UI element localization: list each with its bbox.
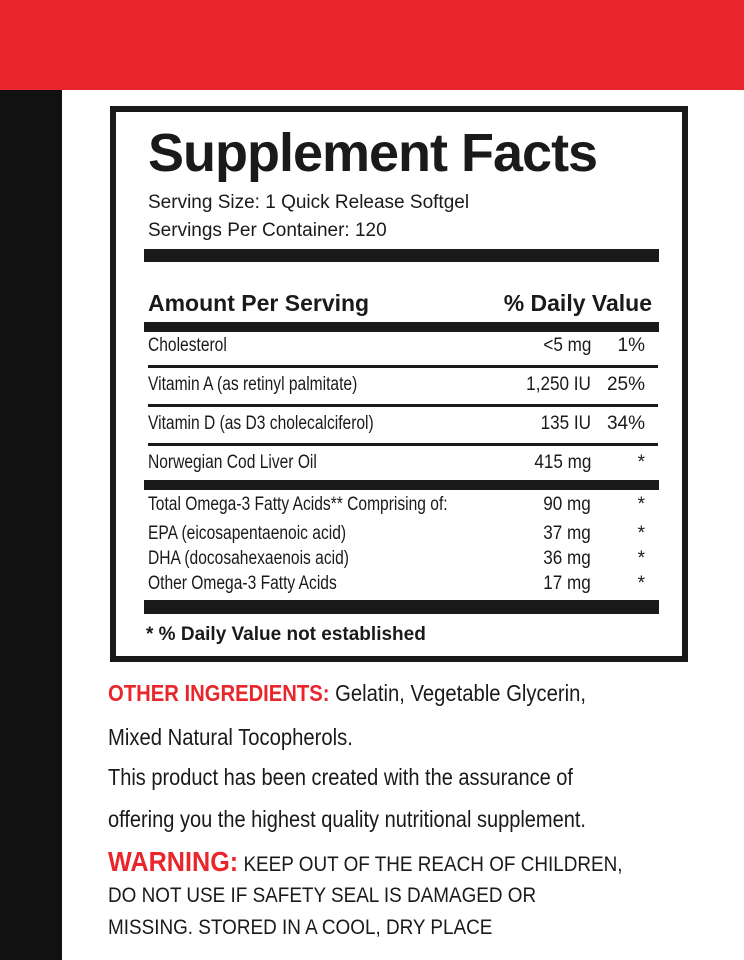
table-row: Vitamin A (as retinyl palmitate) 1,250 IU… xyxy=(148,374,655,398)
assurance-line2: offering you the highest quality nutriti… xyxy=(108,806,586,832)
other-ingredients-label: OTHER INGREDIENTS: xyxy=(108,680,330,706)
row-amount: 17 mg xyxy=(543,573,591,594)
row-dv: * xyxy=(637,452,645,473)
row-name: Vitamin A (as retinyl palmitate) xyxy=(148,374,358,395)
row-dv: * xyxy=(637,494,645,515)
row-dv: * xyxy=(637,523,645,544)
warning-line1: WARNING: KEEP OUT OF THE REACH OF CHILDR… xyxy=(108,846,623,878)
divider-thick xyxy=(144,480,659,490)
row-name: Vitamin D (as D3 cholecalciferol) xyxy=(148,413,374,434)
divider xyxy=(148,365,658,368)
row-name: Other Omega-3 Fatty Acids xyxy=(148,573,337,594)
row-dv: 34% xyxy=(606,413,645,434)
row-dv: * xyxy=(637,573,645,594)
table-row: Vitamin D (as D3 cholecalciferol) 135 IU 3… xyxy=(148,413,655,437)
serving-size: Serving Size: 1 Quick Release Softgel xyxy=(148,192,470,213)
table-row: EPA (eicosapentaenoic acid) 37 mg * xyxy=(148,523,655,547)
warning-line3: MISSING. STORED IN A COOL, DRY PLACE xyxy=(108,916,493,939)
row-name: Total Omega-3 Fatty Acids** Comprising o… xyxy=(148,494,448,515)
warning-line2: DO NOT USE IF SAFETY SEAL IS DAMAGED OR xyxy=(108,884,537,907)
row-dv: 1% xyxy=(617,335,645,356)
top-red-band xyxy=(0,0,744,90)
supplement-facts-panel: Supplement Facts Serving Size: 1 Quick R… xyxy=(110,106,688,662)
table-row: Norwegian Cod Liver Oil 415 mg * xyxy=(148,452,655,476)
table-row: Cholesterol <5 mg 1% xyxy=(148,335,655,359)
row-dv: 25% xyxy=(606,374,645,395)
header-daily-value: % Daily Value xyxy=(503,290,652,316)
row-amount: 1,250 IU xyxy=(526,374,591,395)
table-row: DHA (docosahexaenois acid) 36 mg * xyxy=(148,548,655,572)
divider xyxy=(148,404,658,407)
row-name: Norwegian Cod Liver Oil xyxy=(148,452,317,473)
divider-thick xyxy=(144,600,659,614)
assurance-line1: This product has been created with the a… xyxy=(108,764,573,790)
other-ingredients-line2: Mixed Natural Tocopherols. xyxy=(108,724,353,750)
row-amount: <5 mg xyxy=(542,335,591,356)
divider-thick xyxy=(144,249,659,262)
warning-text: KEEP OUT OF THE REACH OF CHILDREN, xyxy=(238,853,623,876)
warning-label: WARNING: xyxy=(108,846,239,877)
other-ingredients-text: Gelatin, Vegetable Glycerin, xyxy=(329,680,587,706)
row-name: Cholesterol xyxy=(148,335,227,356)
row-dv: * xyxy=(637,548,645,569)
row-name: EPA (eicosapentaenoic acid) xyxy=(148,523,347,544)
divider-thick xyxy=(144,322,659,332)
row-amount: 90 mg xyxy=(543,494,591,515)
row-amount: 36 mg xyxy=(543,548,591,569)
row-amount: 415 mg xyxy=(533,452,591,473)
table-row: Other Omega-3 Fatty Acids 17 mg * xyxy=(148,573,655,597)
left-black-bar xyxy=(0,90,62,960)
header-amount: Amount Per Serving xyxy=(148,290,370,316)
servings-per-container: Servings Per Container: 120 xyxy=(148,220,387,241)
table-row: Total Omega-3 Fatty Acids** Comprising o… xyxy=(148,494,655,518)
panel-title: Supplement Facts xyxy=(148,123,598,183)
row-name: DHA (docosahexaenois acid) xyxy=(148,548,349,569)
row-amount: 135 IU xyxy=(540,413,591,434)
other-ingredients: OTHER INGREDIENTS: Gelatin, Vegetable Gl… xyxy=(108,680,586,707)
row-amount: 37 mg xyxy=(543,523,591,544)
divider xyxy=(148,443,658,446)
footnote: * % Daily Value not established xyxy=(146,624,426,645)
